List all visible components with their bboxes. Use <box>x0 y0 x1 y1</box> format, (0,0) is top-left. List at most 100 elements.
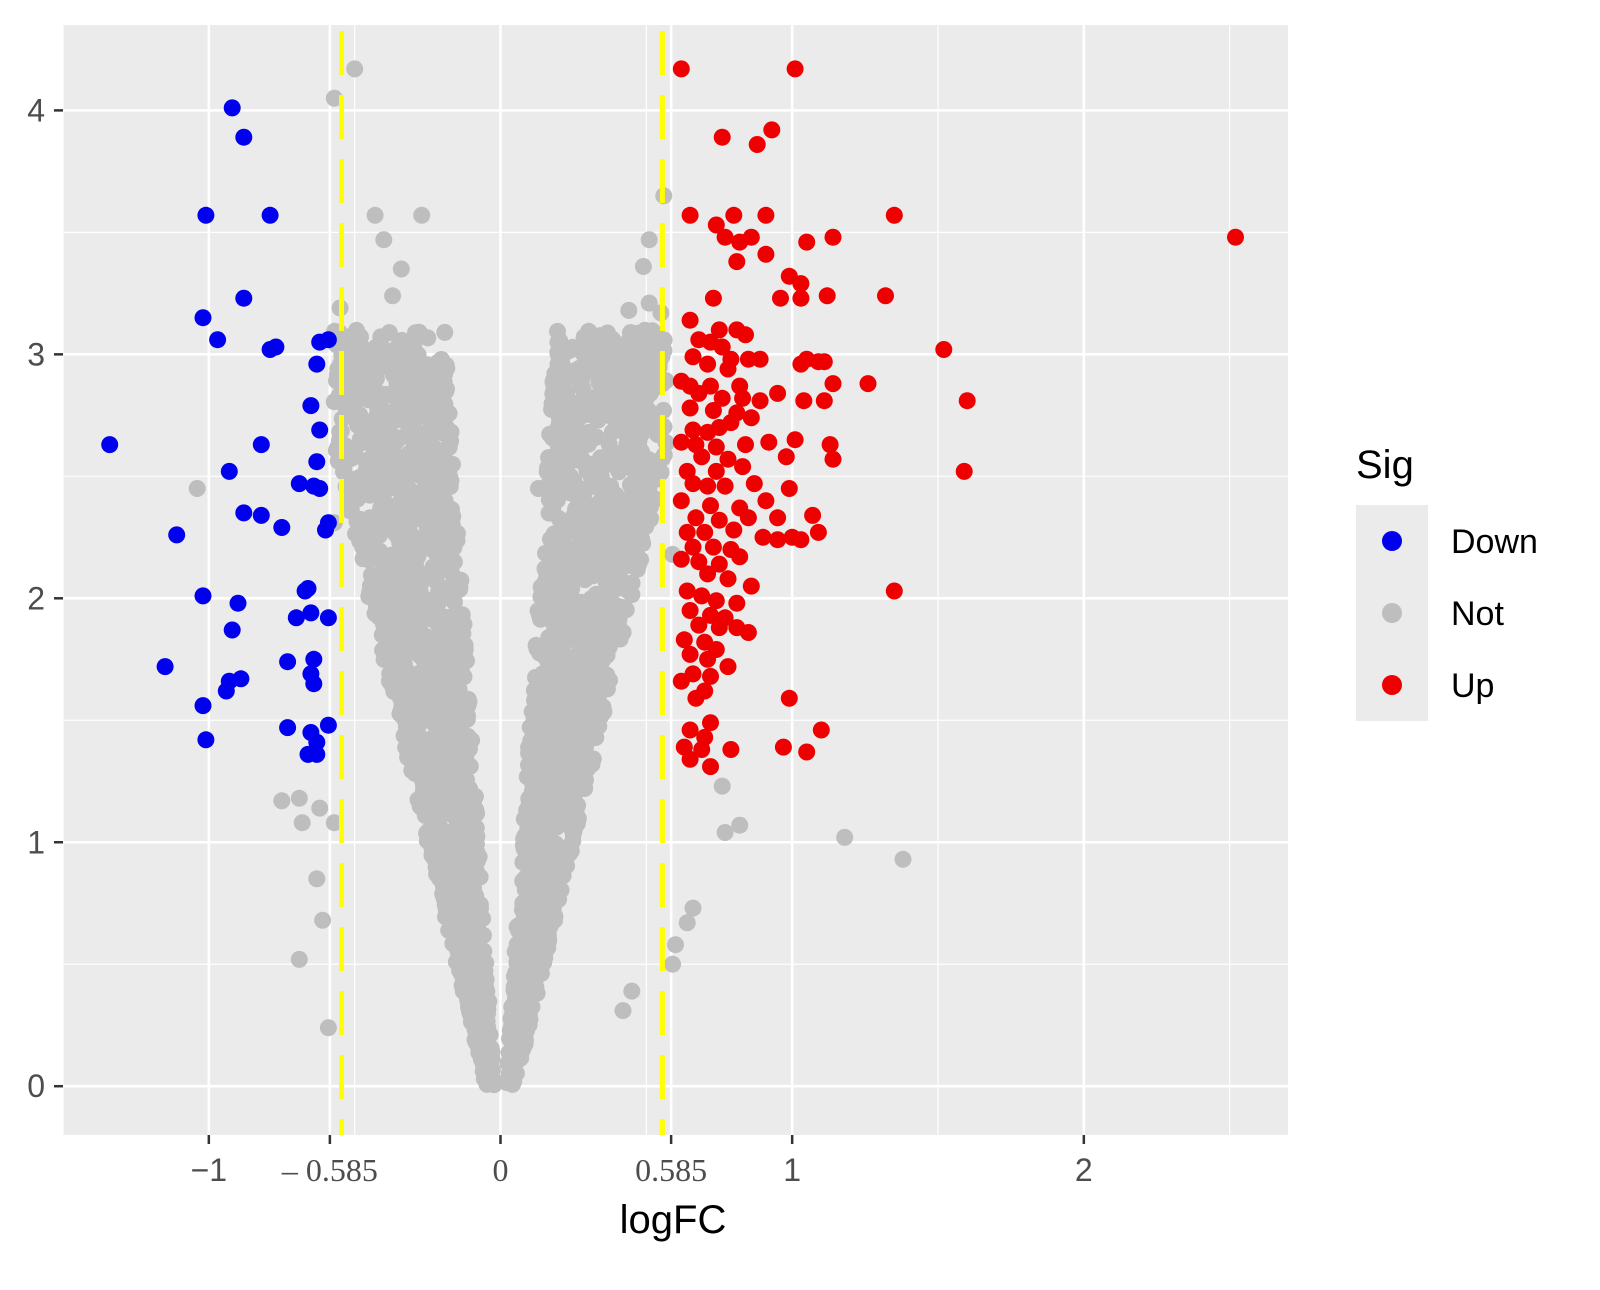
not-point <box>440 465 458 482</box>
up-point <box>710 619 728 637</box>
not-point <box>544 460 562 477</box>
down-point <box>217 682 235 700</box>
up-point <box>742 577 760 595</box>
up-point <box>672 433 690 451</box>
not-point <box>366 206 384 224</box>
not-point <box>375 444 393 462</box>
not-point <box>577 706 595 724</box>
up-point <box>877 287 894 305</box>
not-point <box>569 672 587 690</box>
down-point <box>308 733 326 751</box>
up-point <box>684 348 702 366</box>
down-point <box>194 587 212 605</box>
down-point <box>235 128 253 146</box>
up-point <box>687 509 705 527</box>
not-point <box>319 1019 337 1037</box>
not-point <box>575 356 593 374</box>
not-point <box>467 991 485 1009</box>
not-point <box>543 736 561 754</box>
not-point <box>438 853 456 871</box>
not-point <box>614 409 631 427</box>
not-point <box>402 481 419 499</box>
not-point <box>550 510 568 528</box>
not-point <box>538 905 556 923</box>
legend-key-down <box>1382 531 1402 551</box>
not-point <box>525 844 543 862</box>
not-point <box>441 783 459 801</box>
not-point <box>553 593 571 611</box>
not-point <box>590 704 608 722</box>
not-point <box>467 819 485 837</box>
up-point <box>757 206 775 224</box>
up-point <box>754 528 772 546</box>
up-point <box>681 750 699 768</box>
not-point <box>411 595 429 613</box>
not-point <box>678 914 696 932</box>
not-point <box>519 1013 537 1031</box>
down-point <box>302 604 320 622</box>
down-point <box>209 331 227 349</box>
up-point <box>751 392 769 410</box>
not-point <box>532 830 550 848</box>
down-point <box>194 697 212 715</box>
up-point <box>780 480 798 497</box>
not-point <box>561 467 579 485</box>
down-point <box>267 338 285 356</box>
up-point <box>719 570 737 588</box>
up-point <box>707 438 725 456</box>
not-point <box>408 615 425 633</box>
not-point <box>634 392 652 410</box>
not-point <box>464 1014 482 1032</box>
not-point <box>387 525 404 543</box>
not-point <box>273 792 291 810</box>
up-point <box>812 721 830 739</box>
up-point <box>675 631 693 649</box>
not-point <box>564 437 582 455</box>
up-point <box>681 206 699 224</box>
not-point <box>623 586 641 604</box>
not-point <box>448 532 466 549</box>
not-point <box>401 408 419 426</box>
not-point <box>475 942 493 960</box>
not-point <box>448 680 465 698</box>
up-point <box>885 582 903 600</box>
not-point <box>325 89 343 107</box>
not-point <box>623 982 641 1000</box>
up-point <box>678 523 696 541</box>
not-point <box>387 340 405 358</box>
not-point <box>894 850 912 868</box>
down-point <box>308 355 326 373</box>
up-point <box>713 128 731 146</box>
not-point <box>392 614 410 632</box>
not-point <box>438 380 455 398</box>
up-point <box>935 341 953 358</box>
not-point <box>360 588 378 606</box>
up-point <box>798 233 816 251</box>
not-point <box>388 432 406 450</box>
not-point <box>605 575 622 593</box>
not-point <box>552 881 570 899</box>
not-point <box>460 941 477 959</box>
threshold-lines <box>339 31 665 1135</box>
up-point <box>772 289 789 307</box>
up-point <box>690 553 708 571</box>
not-point <box>609 609 627 627</box>
not-point <box>554 617 572 635</box>
not-point <box>582 403 600 421</box>
up-point <box>734 389 752 407</box>
up-point <box>737 326 754 344</box>
not-point <box>290 789 308 807</box>
not-point <box>446 936 464 954</box>
not-point <box>480 1072 498 1090</box>
not-point <box>427 506 445 524</box>
up-point <box>731 548 749 566</box>
not-point <box>630 373 648 391</box>
not-point <box>451 663 469 681</box>
up-point <box>739 509 757 527</box>
not-point <box>424 743 442 761</box>
not-point <box>634 258 652 275</box>
not-point <box>423 527 441 545</box>
not-point <box>290 950 308 968</box>
up-point <box>699 477 717 495</box>
not-point <box>375 231 393 249</box>
